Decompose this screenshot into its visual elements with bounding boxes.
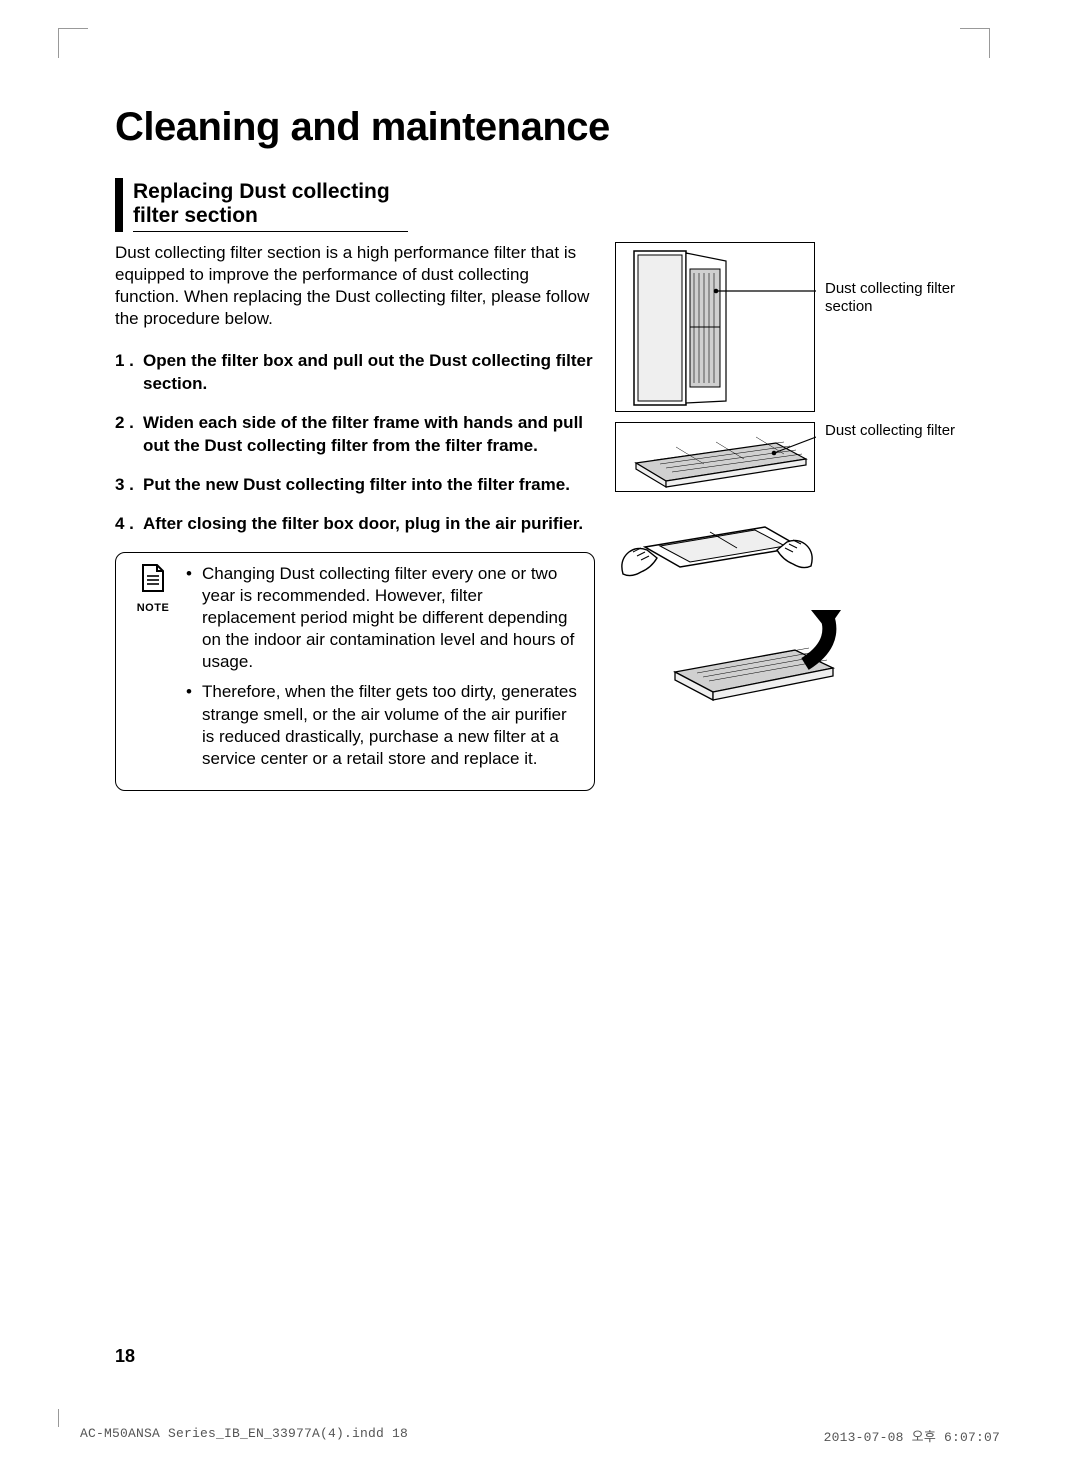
note-icon — [140, 563, 166, 593]
footer-timestamp: 2013-07-08 오후 6:07:07 — [824, 1426, 1000, 1445]
note-item: Therefore, when the filter gets too dirt… — [186, 681, 580, 769]
note-item: Changing Dust collecting filter every on… — [186, 563, 580, 673]
step-text: Put the new Dust collecting filter into … — [143, 474, 570, 497]
step-item: 2 .Widen each side of the filter frame w… — [115, 412, 595, 458]
note-box: NOTE Changing Dust collecting filter eve… — [115, 552, 595, 791]
figure-widen-frame — [615, 502, 815, 592]
step-item: 1 .Open the filter box and pull out the … — [115, 350, 595, 396]
step-item: 4 .After closing the filter box door, pl… — [115, 513, 595, 536]
page-number: 18 — [115, 1346, 135, 1367]
figure-unit — [615, 242, 815, 412]
crop-mark-tr — [960, 28, 990, 58]
figure-insert-filter — [655, 602, 855, 712]
crop-mark-tl — [58, 28, 88, 58]
callout-filter-section: Dust collecting filter section — [825, 280, 965, 316]
footer-filename: AC-M50ANSA Series_IB_EN_33977A(4).indd 1… — [80, 1426, 408, 1445]
section-heading: Replacing Dust collecting filter section — [115, 178, 975, 232]
step-text: Widen each side of the filter frame with… — [143, 412, 595, 458]
step-text: After closing the filter box door, plug … — [143, 513, 583, 536]
page-title: Cleaning and maintenance — [115, 105, 975, 150]
note-label: NOTE — [130, 602, 176, 614]
crop-tick — [58, 1409, 59, 1427]
callout-filter: Dust collecting filter — [825, 422, 965, 440]
steps-list: 1 .Open the filter box and pull out the … — [115, 350, 595, 536]
figure-filter-section — [615, 422, 815, 492]
print-footer: AC-M50ANSA Series_IB_EN_33977A(4).indd 1… — [80, 1426, 1000, 1445]
section-title: Replacing Dust collecting filter section — [133, 178, 408, 232]
intro-paragraph: Dust collecting filter section is a high… — [115, 242, 595, 330]
section-bar — [115, 178, 123, 232]
step-text: Open the filter box and pull out the Dus… — [143, 350, 595, 396]
step-item: 3 .Put the new Dust collecting filter in… — [115, 474, 595, 497]
